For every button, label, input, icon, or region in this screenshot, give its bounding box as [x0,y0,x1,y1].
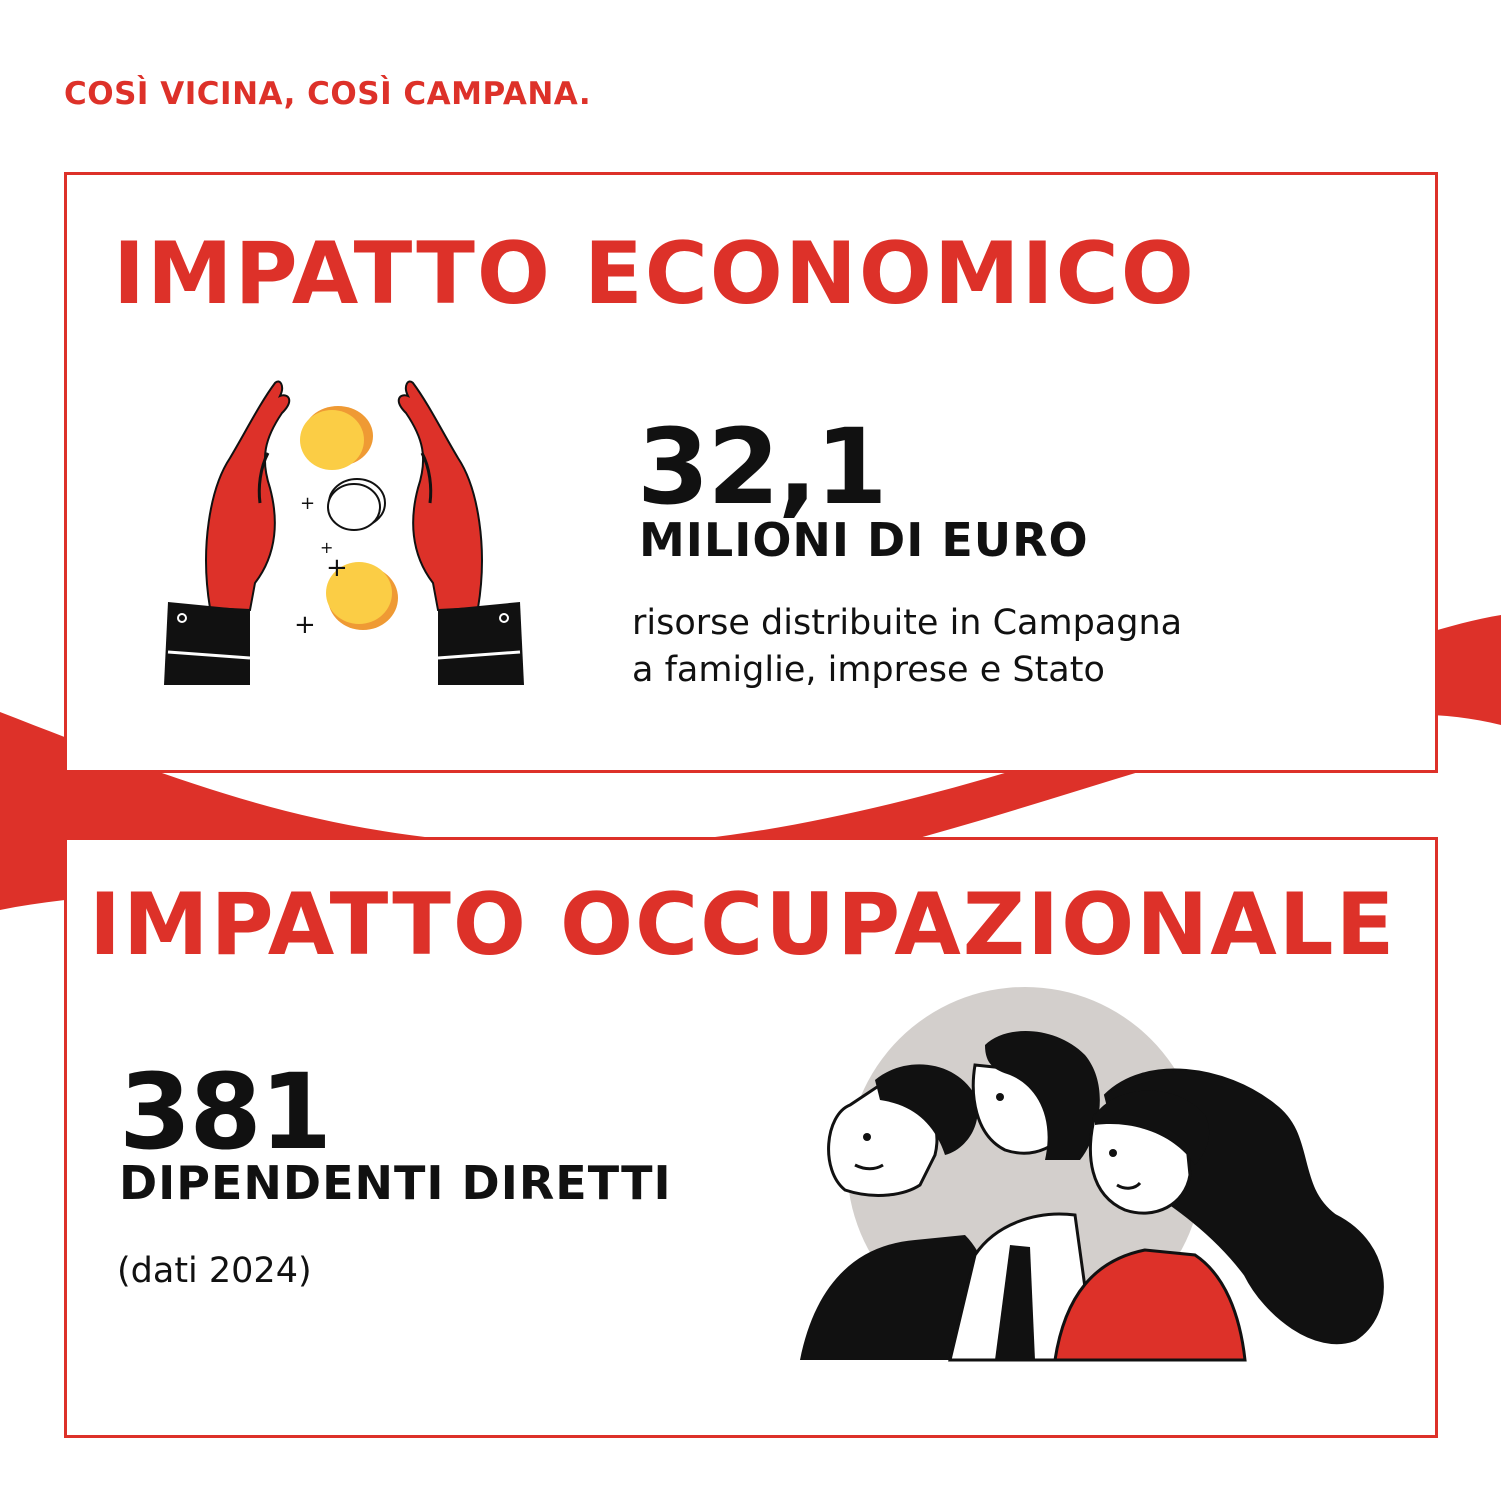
employment-title: IMPATTO OCCUPAZIONALE [89,875,1397,975]
economic-impact-card: IMPATTO ECONOMICO + + + + 32,1 MILIONI D… [64,172,1438,773]
economic-description-line-1: risorse distribuite in Campagna [632,603,1183,643]
employment-value: 381 [119,1051,332,1173]
hands-coins-icon: + + + + [164,380,524,685]
economic-title: IMPATTO ECONOMICO [113,224,1196,324]
economic-description-line-2: a famiglie, imprese e Stato [632,650,1105,690]
svg-text:+: + [300,493,315,514]
svg-text:+: + [326,553,348,583]
people-group-icon [800,987,1384,1362]
employment-note: (dati 2024) [117,1251,312,1291]
svg-text:+: + [320,538,333,557]
employment-impact-card: IMPATTO OCCUPAZIONALE 381 DIPENDENTI DIR… [64,837,1438,1438]
employment-unit: DIPENDENTI DIRETTI [119,1156,672,1210]
economic-value: 32,1 [637,406,888,528]
economic-unit: MILIONI DI EURO [639,513,1089,567]
tagline: COSÌ VICINA, COSÌ CAMPANA. [64,76,592,112]
svg-text:+: + [294,610,316,640]
